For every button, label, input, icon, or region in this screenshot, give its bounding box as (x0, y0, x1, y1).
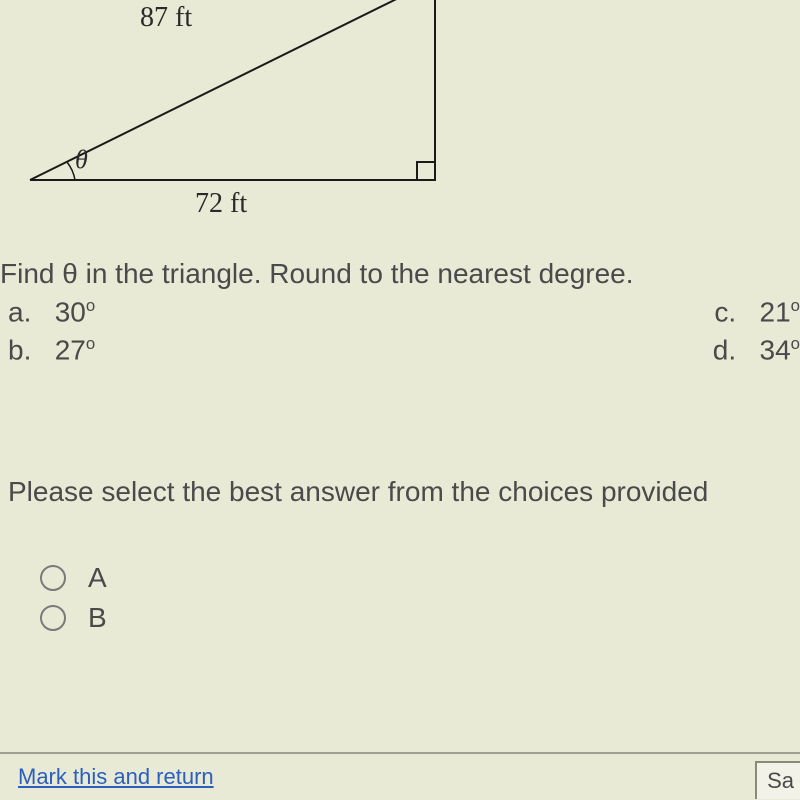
choice-c: c. 21o (714, 296, 800, 328)
bottom-bar: Mark this and return Sa (0, 752, 800, 800)
choice-c-value: 21 (760, 296, 791, 327)
triangle-figure: 87 ft 72 ft θ (0, 0, 800, 220)
choice-d: d. 34o (713, 334, 800, 366)
radio-a-input[interactable] (40, 565, 66, 591)
mark-and-return-link[interactable]: Mark this and return (18, 764, 214, 790)
select-prompt: Please select the best answer from the c… (0, 476, 800, 508)
choice-c-deg: o (791, 296, 800, 315)
hypotenuse-label: 87 ft (140, 2, 192, 34)
radio-option-b[interactable]: B (40, 598, 800, 638)
question-text: Find θ in the triangle. Round to the nea… (0, 258, 800, 290)
choice-b-deg: o (86, 334, 95, 353)
choice-a: a. 30o (8, 296, 95, 328)
angle-theta-label: θ (75, 145, 88, 175)
radio-option-a[interactable]: A (40, 558, 800, 598)
radio-a-label: A (88, 562, 107, 594)
choice-d-letter: d. (713, 334, 736, 365)
save-button[interactable]: Sa (755, 761, 800, 799)
choice-b-letter: b. (8, 334, 31, 365)
radio-b-label: B (88, 602, 107, 634)
choice-c-letter: c. (714, 296, 736, 327)
choice-b-value: 27 (55, 334, 86, 365)
choice-d-value: 34 (760, 334, 791, 365)
choice-a-letter: a. (8, 296, 31, 327)
choice-b: b. 27o (8, 334, 95, 366)
base-label: 72 ft (195, 188, 247, 220)
radio-b-input[interactable] (40, 605, 66, 631)
answer-choices: a. 30o b. 27o c. 21o d. 34o (0, 296, 800, 376)
choice-d-deg: o (791, 334, 800, 353)
choice-a-deg: o (86, 296, 95, 315)
radio-group: A B (0, 558, 800, 638)
choice-a-value: 30 (55, 296, 86, 327)
